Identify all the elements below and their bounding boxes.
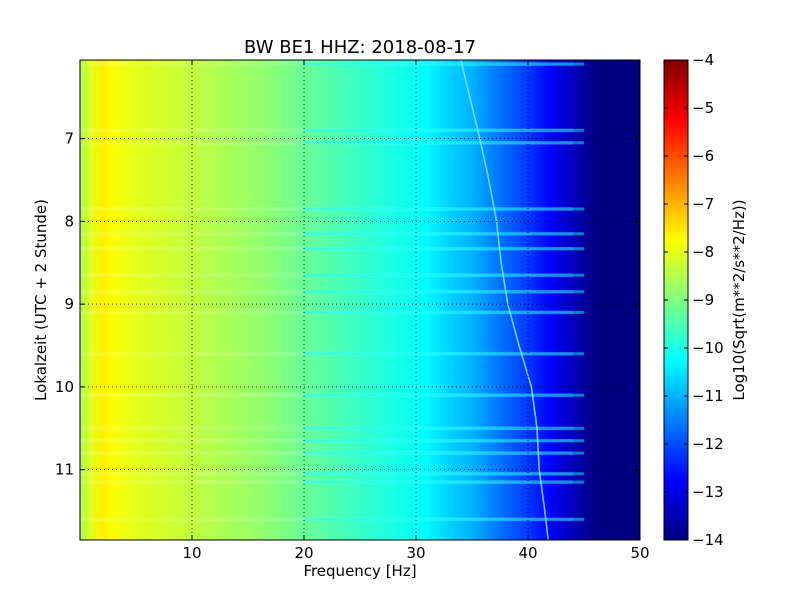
colorbar-tick-label: −14 (692, 531, 724, 549)
y-tick-label: 10 (55, 378, 74, 396)
y-tick-label: 9 (64, 295, 74, 313)
x-tick-label: 30 (406, 544, 425, 562)
y-tick-label: 11 (55, 461, 74, 479)
y-tick-label: 7 (64, 130, 74, 148)
colorbar-tick-label: −4 (692, 51, 714, 69)
chart-title: BW BE1 HHZ: 2018-08-17 (244, 37, 476, 58)
colorbar-label: Log10(Sqrt(m**2/s**2/Hz)) (730, 199, 748, 400)
bright-band-highlight (304, 128, 584, 132)
x-tick-label: 40 (518, 544, 537, 562)
bright-band-highlight (304, 62, 584, 66)
y-axis-label: Lokalzeit (UTC + 2 Stunde) (32, 199, 50, 401)
x-tick-label: 20 (294, 544, 313, 562)
spectrogram-base (80, 60, 640, 540)
bright-bands (80, 62, 584, 522)
bright-band-highlight (304, 310, 584, 314)
frequency-trace-line (460, 60, 549, 540)
bright-band-highlight (304, 141, 584, 145)
x-axis-ticks: 10 20 30 40 50 (182, 60, 650, 562)
x-axis-label: Frequency [Hz] (303, 562, 416, 580)
x-tick-label: 50 (630, 544, 649, 562)
colorbar-tick-label: −12 (692, 435, 724, 453)
colorbar-tick-label: −8 (692, 243, 714, 261)
bright-band-highlight (304, 273, 584, 277)
plot-frame (79, 59, 641, 541)
y-axis-ticks: 7 8 9 10 11 (55, 130, 640, 479)
colorbar-ticks: −14 −13 −12 −11 −10 −9 −8 −7 −6 −5 −4 (664, 51, 724, 549)
colorbar-tick-label: −13 (692, 483, 724, 501)
colorbar-tick-label: −11 (692, 387, 724, 405)
colorbar-tick-label: −6 (692, 147, 714, 165)
colorbar-tick-label: −5 (692, 99, 714, 117)
bright-band-highlight (304, 290, 584, 294)
bright-band-highlight (304, 207, 584, 211)
bright-band-highlight (304, 517, 584, 521)
grid-lines (80, 60, 640, 540)
colorbar-tick-label: −9 (692, 291, 714, 309)
colorbar-tick-label: −10 (692, 339, 724, 357)
bright-band-highlight (304, 426, 584, 430)
bright-band-highlight (304, 232, 584, 236)
bright-band-highlight (304, 472, 584, 476)
y-tick-label: 8 (64, 212, 74, 230)
bright-band-highlight (304, 439, 584, 443)
x-tick-label: 10 (182, 544, 201, 562)
bright-band-highlight (304, 352, 584, 356)
plot-area (80, 60, 640, 540)
bright-band-highlight (304, 451, 584, 455)
bright-band-highlight (304, 247, 584, 251)
bright-band-highlight (304, 393, 584, 397)
bright-band-highlight (304, 480, 584, 484)
colorbar-tick-label: −7 (692, 195, 714, 213)
